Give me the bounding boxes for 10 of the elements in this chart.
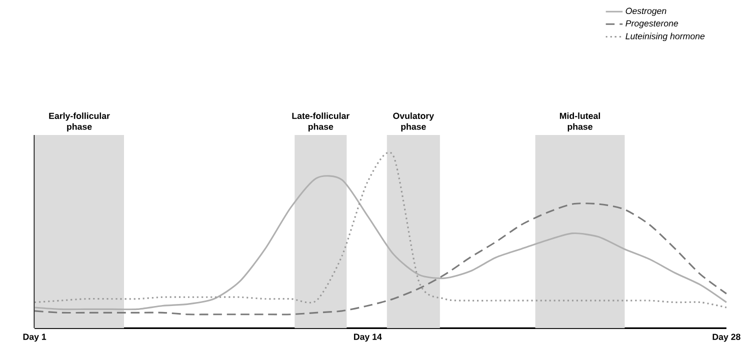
x-tick-label: Day 1 bbox=[23, 334, 46, 342]
x-tick-label: Day 28 bbox=[712, 334, 740, 342]
text: Early-follicular phase bbox=[49, 112, 110, 132]
text: Ovulatory phase bbox=[393, 112, 434, 132]
legend-label: Oestrogen bbox=[626, 8, 666, 16]
text: Mid-luteal phase bbox=[560, 112, 600, 132]
legend-label: Progesterone bbox=[626, 20, 678, 28]
text: Late-follicular phase bbox=[292, 112, 350, 132]
legend-label: Luteinising hormone bbox=[626, 32, 705, 42]
x-tick-label: Day 14 bbox=[354, 334, 382, 342]
